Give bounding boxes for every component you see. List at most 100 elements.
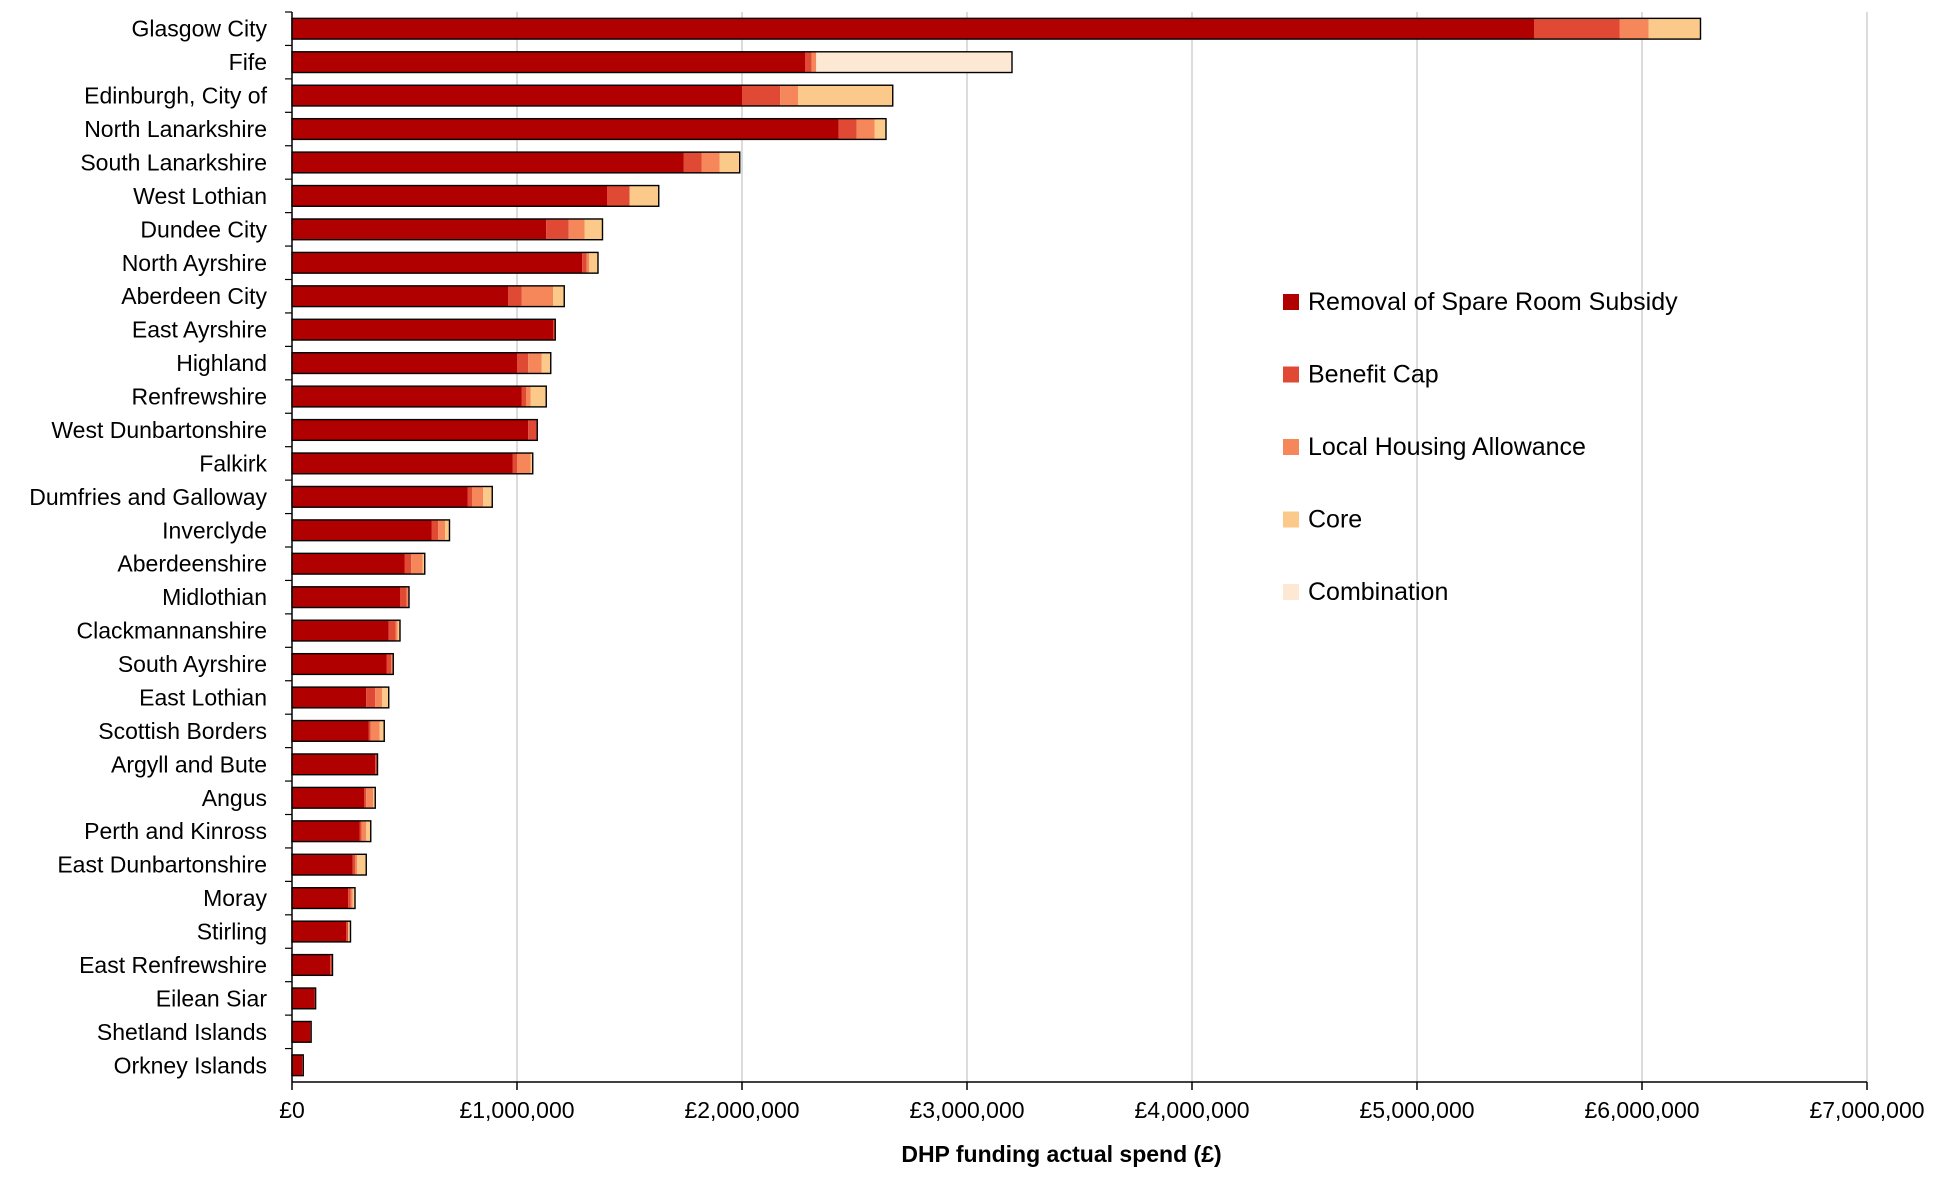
bar-segment <box>292 252 583 274</box>
bar-segment <box>528 419 538 441</box>
bar-segment <box>472 486 484 508</box>
bar-segment <box>292 921 346 942</box>
category-label: Argyll and Bute <box>111 751 267 777</box>
bar-segment <box>292 820 360 842</box>
bar-segment <box>805 51 812 73</box>
bar-segment <box>521 386 526 407</box>
bar-segment <box>292 1054 303 1076</box>
bar-segment <box>292 553 405 575</box>
bar-segment <box>359 820 362 842</box>
bar-segment <box>355 854 358 876</box>
bar-segment <box>838 118 857 140</box>
bar-segment <box>366 787 373 809</box>
category-label: Aberdeen City <box>121 283 267 309</box>
category-label: East Renfrewshire <box>79 952 267 978</box>
bar-segment <box>366 820 371 842</box>
legend-swatch <box>1283 439 1299 455</box>
bar-segment <box>292 285 508 307</box>
bar-segment <box>348 921 351 942</box>
bar-segment <box>589 252 598 274</box>
bar-segment <box>292 51 805 73</box>
bar-segment <box>292 887 349 909</box>
category-label: Glasgow City <box>132 16 268 42</box>
bar-segment <box>391 653 394 675</box>
bar-segment <box>438 519 445 541</box>
x-tick-label: £7,000,000 <box>1809 1097 1924 1123</box>
bar-segment <box>292 687 367 708</box>
bar-segment <box>508 285 522 307</box>
bar-segment <box>742 85 781 106</box>
category-label: Fife <box>229 49 267 75</box>
bar-segment <box>357 854 367 876</box>
x-tick-label: £4,000,000 <box>1134 1097 1249 1123</box>
bar-segment <box>292 988 315 1009</box>
category-label: Eilean Siar <box>156 985 268 1011</box>
bar-segment <box>1534 18 1620 40</box>
axes <box>291 12 1867 1083</box>
legend-swatch <box>1283 511 1299 528</box>
bar-segment <box>1619 18 1649 40</box>
bar-segment <box>406 586 409 608</box>
x-tick-label: £5,000,000 <box>1359 1097 1474 1123</box>
legend-swatch <box>1283 366 1299 383</box>
category-label: Inverclyde <box>162 517 267 543</box>
x-tick-label: £2,000,000 <box>684 1097 799 1123</box>
category-label: East Dunbartonshire <box>57 852 267 878</box>
bar-segment <box>386 653 391 675</box>
legend: Removal of Spare Room Subsidy Benefit Cap… <box>1283 288 1678 606</box>
bar-segment <box>719 152 740 173</box>
bar-segment <box>553 285 565 307</box>
bar-segment <box>400 586 407 608</box>
bar-segment <box>445 519 450 541</box>
bar-segment <box>292 319 553 341</box>
bar-segment <box>364 787 367 809</box>
category-label: Shetland Islands <box>97 1019 267 1045</box>
category-label: North Ayrshire <box>122 250 267 276</box>
bar-segment <box>373 787 376 809</box>
bar-segment <box>521 285 553 307</box>
category-label: South Lanarkshire <box>80 149 267 175</box>
bar-segment <box>798 85 893 106</box>
bar-segment <box>292 218 547 240</box>
category-label: Angus <box>202 785 267 811</box>
legend-label: Combination <box>1308 578 1448 606</box>
category-label: Clackmannanshire <box>77 618 267 644</box>
bar-segment <box>431 519 439 541</box>
bars <box>291 17 1702 1077</box>
legend-label: Benefit Cap <box>1308 361 1439 389</box>
bar-segment <box>629 185 659 207</box>
bar-segment <box>292 620 389 641</box>
x-tick-label: £0 <box>279 1097 305 1123</box>
category-label: Renfrewshire <box>132 384 268 410</box>
bar-segment <box>292 453 513 474</box>
bar-segment <box>292 18 1534 40</box>
category-label: South Ayrshire <box>118 651 267 677</box>
category-label: Orkney Islands <box>114 1052 267 1078</box>
bar-segment <box>582 252 587 274</box>
bar-segment <box>292 118 839 140</box>
bar-segment <box>1648 18 1701 40</box>
bar-segment <box>382 687 389 708</box>
bar-segment <box>584 218 603 240</box>
bar-segment <box>483 486 493 508</box>
x-tick-label: £6,000,000 <box>1584 1097 1699 1123</box>
bar-segment <box>330 954 333 976</box>
bar-segment <box>348 887 351 909</box>
bar-segment <box>874 118 886 140</box>
bar-segment <box>352 854 355 876</box>
category-label: West Dunbartonshire <box>51 417 267 443</box>
bar-segment <box>517 453 531 474</box>
category-label: Perth and Kinross <box>84 818 267 844</box>
bar-segment <box>528 352 542 374</box>
bar-segment <box>701 152 720 173</box>
bar-segment <box>370 720 380 742</box>
legend-label: Core <box>1308 506 1362 534</box>
category-label: Falkirk <box>199 450 267 476</box>
category-label: Highland <box>176 350 267 376</box>
bar-segment <box>411 553 423 575</box>
category-label: Dundee City <box>140 216 267 242</box>
bar-segment <box>568 218 585 240</box>
bar-segment <box>512 453 517 474</box>
bar-segment <box>607 185 630 207</box>
